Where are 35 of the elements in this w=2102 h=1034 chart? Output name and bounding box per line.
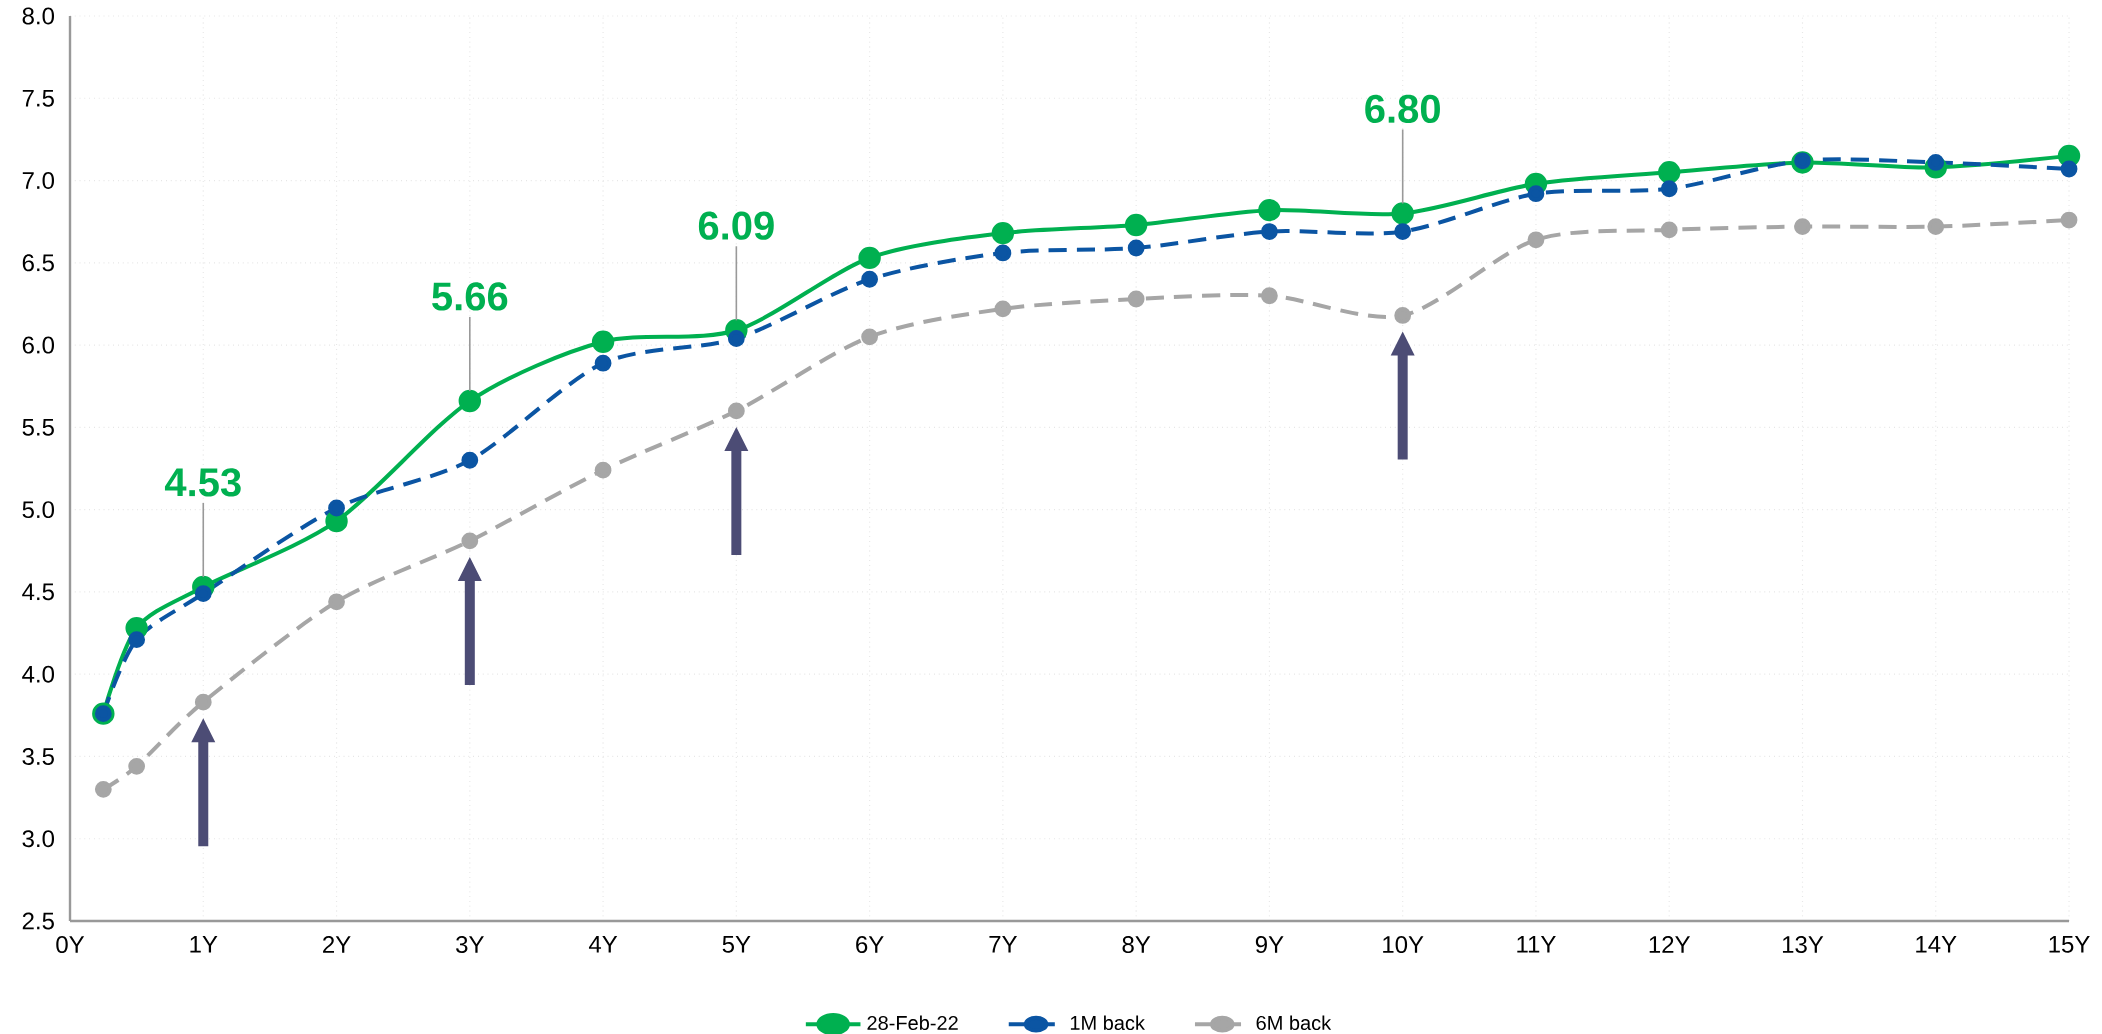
x-tick-label: 12Y: [1649, 936, 1691, 953]
x-tick-label: 10Y: [1383, 936, 1424, 954]
annotation: 5.66: [432, 282, 508, 311]
x-tick-label: 6Y: [856, 936, 884, 954]
legend-label: 1M back: [1070, 1015, 1145, 1031]
x-tick-label: 5Y: [722, 936, 751, 953]
y-tick-label: 3.0: [22, 830, 55, 848]
legend-label: 28-Feb-22: [867, 1015, 958, 1031]
y-tick-label: 6.0: [22, 336, 55, 354]
x-tick-label: 8Y: [1122, 936, 1151, 954]
y-tick-label: 6.5: [22, 254, 54, 272]
x-tick-label: 2Y: [323, 936, 351, 953]
x-tick-label: 9Y: [1255, 936, 1284, 954]
legend-label: 6M back: [1256, 1015, 1332, 1031]
x-tick-label: 0Y: [56, 936, 85, 954]
y-tick-label: 4.0: [22, 665, 55, 683]
x-tick-label: 1Y: [190, 936, 218, 953]
x-tick-label: 3Y: [456, 936, 484, 954]
x-tick-label: 7Y: [989, 936, 1018, 953]
y-tick-label: 4.5: [22, 583, 54, 601]
annotation: 4.53: [164, 468, 241, 497]
x-tick-label: 15Y: [2049, 936, 2090, 953]
annotation: 6.80: [1365, 94, 1440, 124]
y-tick-label: 5.0: [22, 501, 55, 519]
y-tick-label: 2.5: [22, 912, 54, 930]
y-tick-label: 3.5: [22, 747, 54, 765]
y-tick-label: 7.0: [22, 172, 55, 190]
x-tick-label: 14Y: [1916, 936, 1957, 953]
y-tick-label: 7.5: [22, 89, 54, 107]
x-tick-label: 13Y: [1782, 936, 1824, 954]
annotation: 6.09: [698, 211, 774, 240]
y-tick-label: 8.0: [22, 7, 55, 25]
x-tick-label: 11Y: [1517, 936, 1556, 953]
x-tick-label: 4Y: [588, 936, 618, 953]
y-tick-label: 5.5: [22, 419, 54, 436]
